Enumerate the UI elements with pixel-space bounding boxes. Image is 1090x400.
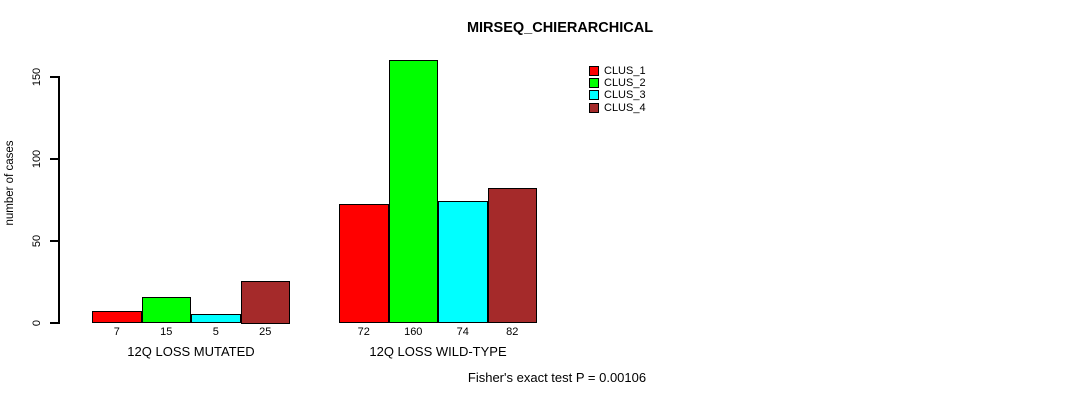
chart-title: MIRSEQ_CHIERARCHICAL <box>466 20 654 36</box>
bar-value-label: 25 <box>259 326 272 338</box>
legend-swatch-clus_2 <box>589 77 599 88</box>
y-tick-label: 150 <box>31 67 43 86</box>
legend-swatch-clus_1 <box>589 65 599 76</box>
bar-value-label: 72 <box>357 326 370 338</box>
fisher-test-annotation: Fisher's exact test P = 0.00106 <box>467 370 647 385</box>
y-tick-mark <box>50 76 58 78</box>
bar-clus_4-group2 <box>487 187 537 324</box>
bar-clus_3-group2 <box>438 200 488 324</box>
bar-value-label: 82 <box>506 326 519 338</box>
legend-swatch-clus_3 <box>589 90 599 101</box>
y-tick-label: 50 <box>31 234 43 247</box>
legend-label: CLUS_4 <box>604 101 646 114</box>
y-tick-mark <box>50 322 58 324</box>
y-tick-label: 100 <box>31 149 43 168</box>
legend-swatch-clus_4 <box>589 102 599 113</box>
bar-value-label: 5 <box>212 326 219 338</box>
bar-clus_1-group2 <box>339 203 389 324</box>
legend-label: CLUS_2 <box>604 76 646 89</box>
legend-row: CLUS_3 <box>589 89 646 101</box>
legend-row: CLUS_1 <box>589 65 646 77</box>
group-label: 12Q LOSS WILD-TYPE <box>369 344 507 359</box>
y-tick-label: 0 <box>31 319 43 326</box>
bar-clus_4-group1 <box>240 281 290 324</box>
y-tick-mark <box>50 158 58 160</box>
bar-clus_3-group1 <box>191 313 241 324</box>
y-axis-line <box>58 76 60 324</box>
group-label: 12Q LOSS MUTATED <box>127 344 255 359</box>
legend-row: CLUS_4 <box>589 102 646 114</box>
bar-value-label: 15 <box>160 326 173 338</box>
y-tick-mark <box>50 240 58 242</box>
bar-value-label: 160 <box>404 326 423 338</box>
bar-value-label: 7 <box>113 326 120 338</box>
bar-clus_1-group1 <box>92 310 142 324</box>
bar-clus_2-group2 <box>388 59 438 324</box>
bar-value-label: 74 <box>456 326 469 338</box>
legend-row: CLUS_2 <box>589 77 646 89</box>
legend-label: CLUS_3 <box>604 89 646 102</box>
legend-label: CLUS_1 <box>604 64 646 77</box>
bar-clus_2-group1 <box>141 297 191 324</box>
